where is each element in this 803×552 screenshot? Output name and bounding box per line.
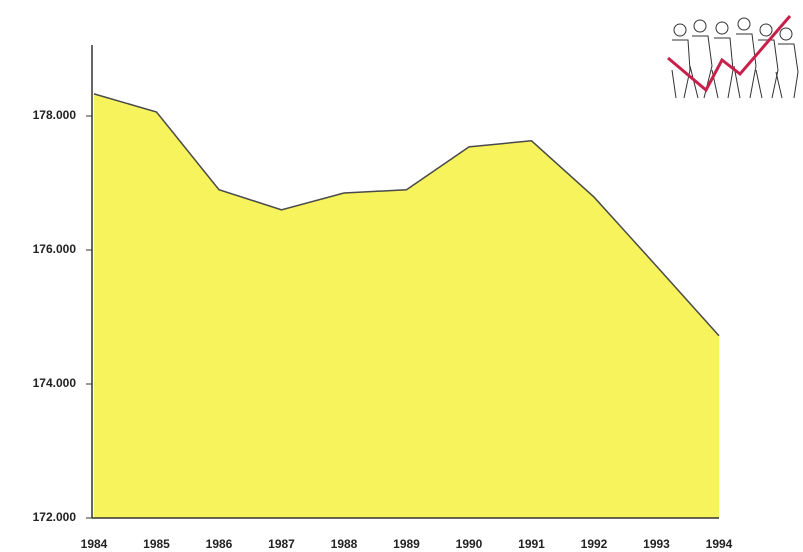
x-tick-label: 1989 [393,537,420,551]
area [94,94,719,518]
x-tick-label: 1986 [206,537,233,551]
y-tick-label: 178.000 [33,108,77,122]
page: 172.000 174.000 176.000 178.000 1984 1985 1986… [0,0,803,552]
x-tick-label: 1984 [81,537,108,551]
x-tick-label: 1991 [518,537,545,551]
x-tick-label: 1985 [143,537,170,551]
x-tick-label: 1993 [643,537,670,551]
x-tick-label: 1990 [456,537,483,551]
chart: 172.000 174.000 176.000 178.000 1984 1985 1986… [0,0,803,552]
x-tick-label: 1988 [331,537,358,551]
x-tick-label: 1987 [268,537,295,551]
x-tick-label: 1994 [706,537,733,551]
y-tick-label: 174.000 [33,376,77,390]
y-tick-label: 176.000 [33,242,77,256]
y-tick-label: 172.000 [33,510,77,524]
x-tick-label: 1992 [581,537,608,551]
people-logo [668,16,798,98]
